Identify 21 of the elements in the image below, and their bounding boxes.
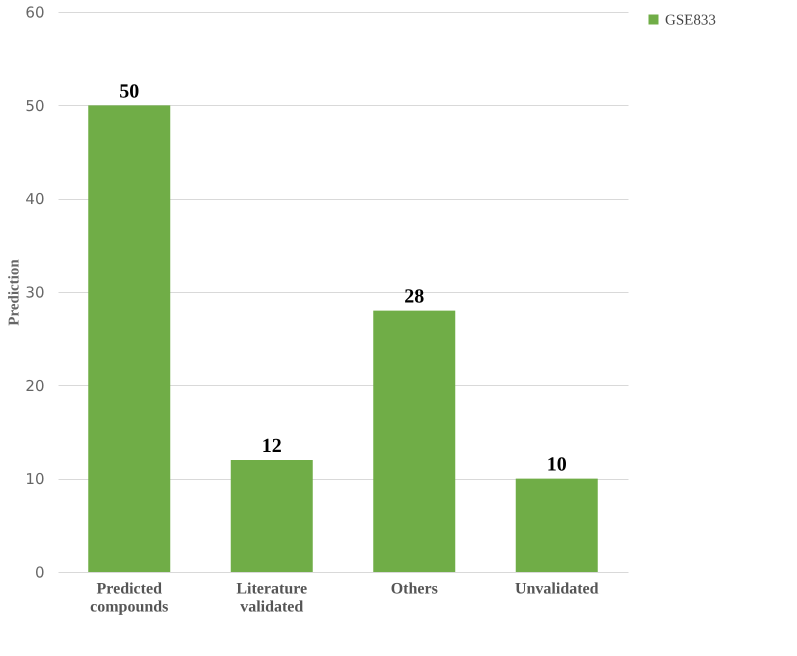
bar: [516, 478, 598, 572]
y-tick-label: 30: [25, 284, 44, 302]
bar: [373, 310, 456, 572]
y-axis-title: Prediction: [6, 258, 22, 326]
data-label: 12: [262, 435, 282, 457]
x-tick-label: Unvalidated: [514, 580, 599, 598]
y-tick-label: 40: [25, 190, 44, 208]
x-tick-label: Predicted compounds: [90, 580, 168, 616]
legend-label: GSE833: [665, 12, 716, 28]
data-label: 10: [546, 454, 567, 476]
x-tick-label: Others: [390, 580, 438, 598]
bar: [230, 460, 313, 572]
y-tick-label: 0: [34, 564, 44, 582]
y-tick-label: 10: [25, 470, 44, 488]
y-tick-label: 60: [25, 4, 44, 22]
data-label: 28: [404, 286, 424, 308]
bar: [88, 105, 170, 572]
y-tick-label: 50: [25, 96, 44, 115]
y-tick-label: 20: [25, 376, 44, 395]
x-tick-label: Literature validated: [236, 580, 308, 616]
data-label: 50: [119, 80, 140, 102]
